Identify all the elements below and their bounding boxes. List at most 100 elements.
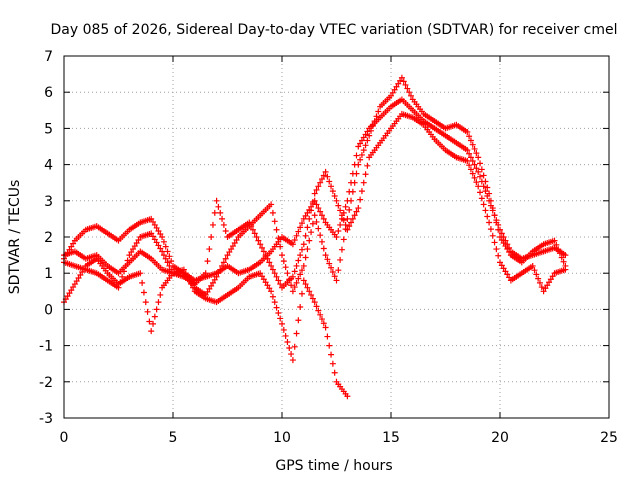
data-point <box>70 240 77 247</box>
data-point <box>360 179 367 186</box>
data-point <box>551 237 558 244</box>
data-point <box>306 237 313 244</box>
x-tick-label: 20 <box>491 430 509 446</box>
data-point <box>337 221 344 228</box>
data-point <box>357 156 364 163</box>
data-point <box>209 221 216 228</box>
data-point <box>328 351 335 358</box>
data-point <box>467 166 474 173</box>
data-point <box>497 234 503 240</box>
data-point <box>293 330 300 337</box>
data-point <box>224 252 231 259</box>
data-point <box>153 224 160 231</box>
data-point <box>368 127 375 134</box>
data-point <box>279 252 285 259</box>
y-tick-label: 2 <box>44 230 53 246</box>
data-point <box>486 219 493 226</box>
data-point <box>335 227 342 234</box>
data-point <box>333 197 340 204</box>
data-point <box>308 207 315 214</box>
data-point <box>475 183 482 190</box>
data-point <box>208 234 215 240</box>
data-point <box>150 218 157 225</box>
data-point <box>489 205 496 212</box>
data-point <box>331 192 338 199</box>
data-point <box>331 369 338 376</box>
x-tick-label: 25 <box>600 430 618 446</box>
data-point <box>306 288 313 295</box>
data-point <box>342 203 349 210</box>
data-point <box>469 141 476 148</box>
data-point <box>298 220 305 227</box>
data-point <box>360 134 367 141</box>
data-point <box>362 171 369 178</box>
data-point <box>357 196 364 203</box>
data-point <box>333 277 340 284</box>
data-point <box>126 252 133 259</box>
data-point <box>353 208 360 215</box>
data-point <box>277 315 284 322</box>
data-point <box>159 234 166 240</box>
data-point <box>68 287 75 294</box>
data-point <box>493 246 500 253</box>
data-point <box>297 252 304 259</box>
data-point <box>220 259 227 266</box>
data-point <box>349 215 356 222</box>
data-point <box>209 279 216 286</box>
data-point <box>64 249 71 256</box>
data-point <box>298 246 305 253</box>
data-point <box>544 282 551 289</box>
data-point <box>498 230 505 237</box>
data-point <box>331 273 338 280</box>
data-point <box>273 304 280 311</box>
data-point <box>335 202 342 209</box>
data-point <box>318 212 325 219</box>
chart-title: Day 085 of 2026, Sidereal Day-to-day VTE… <box>50 22 617 38</box>
data-point <box>231 240 238 247</box>
data-point <box>233 237 240 244</box>
data-point <box>351 179 358 186</box>
y-tick-label: 1 <box>44 266 53 282</box>
data-point <box>473 179 480 186</box>
data-point <box>471 161 478 168</box>
data-point <box>466 150 473 157</box>
data-point <box>404 85 411 92</box>
data-point <box>395 80 402 87</box>
data-point <box>320 215 327 222</box>
data-point <box>135 237 142 244</box>
data-point <box>213 197 220 204</box>
data-point <box>151 236 158 243</box>
data-point <box>298 267 305 274</box>
data-point <box>124 257 131 264</box>
data-point <box>275 310 282 317</box>
data-point <box>117 279 124 286</box>
data-point <box>306 215 313 222</box>
data-point <box>150 233 157 240</box>
data-point <box>466 133 473 140</box>
data-point <box>304 224 311 231</box>
data-point <box>364 162 371 169</box>
data-point <box>313 303 320 310</box>
data-point <box>295 257 302 264</box>
data-point <box>226 249 233 256</box>
data-point <box>502 268 509 275</box>
data-point <box>282 332 289 339</box>
data-point <box>320 320 327 327</box>
data-point <box>497 259 503 266</box>
y-tick-label: -2 <box>39 375 53 391</box>
data-point <box>358 137 365 144</box>
data-point <box>484 213 491 220</box>
data-point <box>122 262 129 269</box>
data-point <box>215 270 222 277</box>
data-point <box>471 174 478 181</box>
data-point <box>480 172 487 179</box>
data-point <box>297 303 304 310</box>
data-point <box>553 241 560 248</box>
data-point <box>139 279 146 286</box>
data-point <box>293 279 300 286</box>
data-point <box>166 253 173 260</box>
data-point <box>266 285 273 292</box>
data-point <box>302 281 309 288</box>
data-point <box>260 248 267 255</box>
data-point <box>155 227 162 234</box>
